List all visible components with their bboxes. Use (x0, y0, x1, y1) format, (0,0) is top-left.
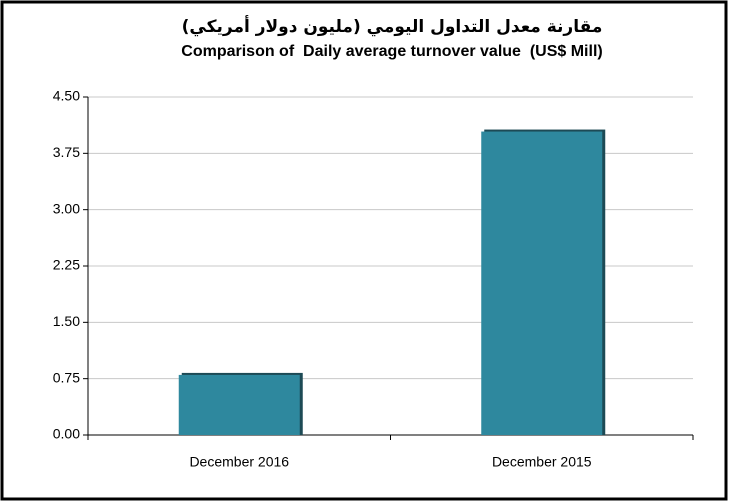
chart-subtitle: Comparison of Daily average turnover val… (181, 43, 602, 60)
y-tick-label: 1.50 (53, 313, 80, 329)
x-tick-label: December 2015 (492, 454, 592, 470)
y-tick-label: 0.75 (53, 369, 80, 385)
x-tick-label: December 2016 (189, 454, 289, 470)
bar (178, 374, 300, 435)
y-tick-label: 4.50 (53, 88, 80, 104)
chart-title: مقارنة معدل التداول اليومي (مليون دولار … (182, 15, 603, 37)
bar (481, 131, 603, 435)
y-tick-label: 3.00 (53, 200, 80, 216)
y-tick-label: 2.25 (53, 257, 80, 273)
y-tick-label: 3.75 (53, 144, 80, 160)
y-tick-label: 0.00 (53, 426, 80, 442)
